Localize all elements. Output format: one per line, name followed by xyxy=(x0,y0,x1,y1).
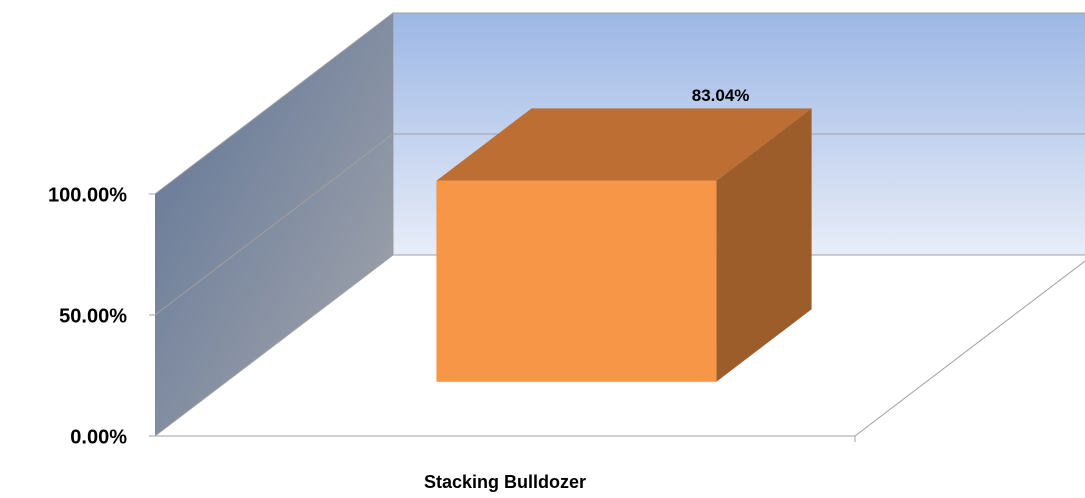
y-tick-label: 50.00% xyxy=(59,305,127,327)
y-tick-label: 100.00% xyxy=(48,184,127,206)
grid-line xyxy=(154,12,1085,195)
bar xyxy=(436,180,717,382)
grid-line xyxy=(154,254,1085,437)
bar-side xyxy=(716,108,812,382)
data-label: 83.04% xyxy=(692,86,750,105)
grid-line xyxy=(154,133,1085,316)
y-tick-label: 0.00% xyxy=(70,426,127,448)
x-tick-label: Stacking Bulldozer xyxy=(424,472,586,492)
bar-top xyxy=(436,108,812,181)
